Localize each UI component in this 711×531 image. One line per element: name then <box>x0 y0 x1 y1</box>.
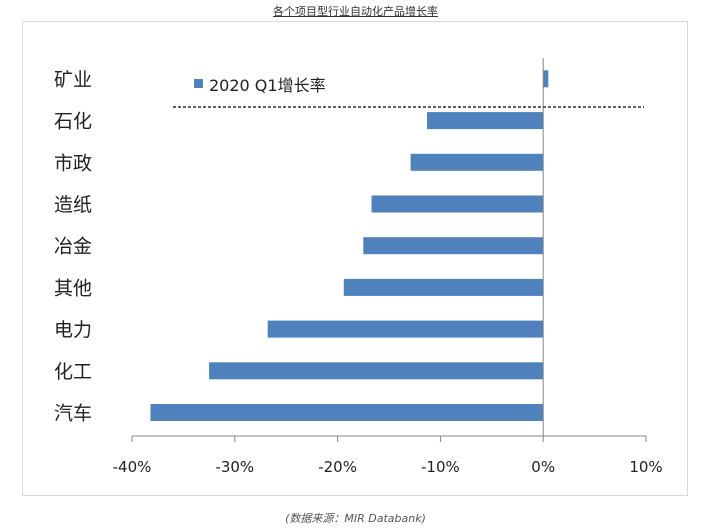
category-label: 化工 <box>54 361 92 383</box>
legend-swatch <box>194 79 203 88</box>
x-tick-label: 0% <box>531 458 555 476</box>
x-tick-label: -20% <box>318 458 357 476</box>
category-label: 冶金 <box>54 236 92 258</box>
category-label: 电力 <box>54 319 92 341</box>
category-label: 造纸 <box>54 194 92 216</box>
category-label: 石化 <box>54 111 92 133</box>
bar-市政 <box>410 153 544 171</box>
x-tick-label: -30% <box>215 458 254 476</box>
x-tick-label: -10% <box>421 458 460 476</box>
bar-电力 <box>267 320 544 338</box>
bars-layer <box>150 70 549 421</box>
bar-冶金 <box>363 237 544 255</box>
x-tick-label: 10% <box>629 458 662 476</box>
category-label: 矿业 <box>54 69 92 91</box>
legend: 2020 Q1增长率 <box>194 76 326 95</box>
bar-造纸 <box>371 195 544 213</box>
x-tick-label: -40% <box>113 458 152 476</box>
data-source-note: (数据来源：MIR Databank) <box>285 512 426 525</box>
legend-label: 2020 Q1增长率 <box>209 76 326 95</box>
category-label: 汽车 <box>54 403 92 425</box>
bar-化工 <box>209 362 544 380</box>
bar-汽车 <box>150 404 544 421</box>
bar-其他 <box>343 278 544 296</box>
axis-layer: -40% -30% -20% -10% 0% 10% <box>113 58 663 476</box>
bar-石化 <box>427 112 544 130</box>
bar-矿业 <box>543 70 549 88</box>
category-label: 市政 <box>54 152 92 174</box>
chart-title: 各个项目型行业自动化产品增长率 <box>273 5 438 18</box>
category-label: 其他 <box>54 277 92 299</box>
